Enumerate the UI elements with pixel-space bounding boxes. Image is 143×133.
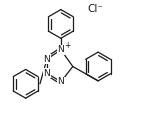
- Text: Cl⁻: Cl⁻: [88, 4, 103, 14]
- Text: N: N: [43, 55, 50, 64]
- Text: N: N: [57, 77, 64, 86]
- Text: N: N: [57, 45, 64, 54]
- Text: +: +: [64, 41, 70, 50]
- Text: N: N: [43, 69, 50, 78]
